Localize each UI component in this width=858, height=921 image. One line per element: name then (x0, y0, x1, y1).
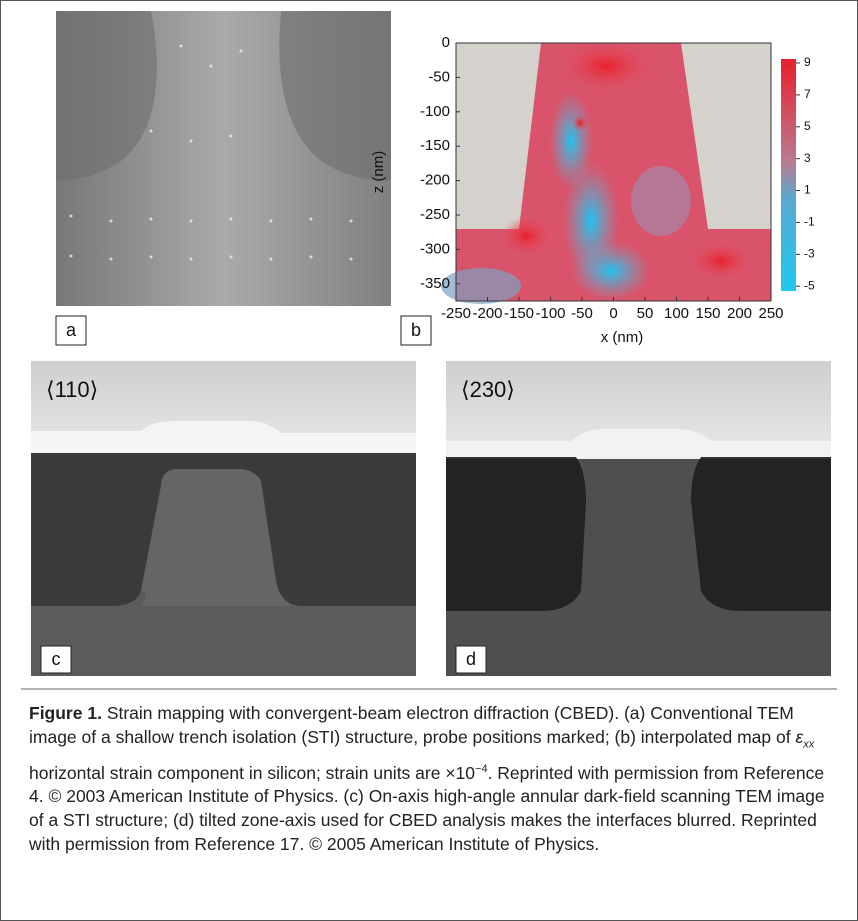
panel-d: ⟨230⟩ d (446, 361, 831, 676)
colorbar-tick-label: -5 (804, 278, 815, 292)
x-tick-label: 0 (609, 305, 617, 322)
superscript: −4 (475, 763, 488, 775)
y-tick-label: -300 (420, 240, 450, 257)
panel-label: b (411, 320, 421, 340)
x-tick-label: -150 (504, 305, 534, 322)
zone-axis-label: ⟨110⟩ (46, 377, 98, 402)
x-tick-label: 250 (758, 305, 783, 322)
colorbar-tick-label: 5 (804, 119, 811, 133)
y-tick-label: -350 (420, 275, 450, 292)
caption-text: horizontal strain component in silicon; … (29, 762, 475, 782)
y-tick-label: -50 (428, 68, 450, 85)
caption: Figure 1. Strain mapping with convergent… (29, 701, 829, 856)
x-tick-label: 100 (664, 305, 689, 322)
x-tick-label: 150 (695, 305, 720, 322)
zone-axis-label: ⟨230⟩ (461, 377, 515, 402)
y-tick-label: -100 (420, 103, 450, 120)
colorbar-tick-label: 3 (804, 151, 811, 165)
x-tick-label: -50 (571, 305, 593, 322)
x-tick-label: -250 (441, 305, 471, 322)
colorbar-tick-label: 7 (804, 87, 811, 101)
colorbar-tick-label: -3 (804, 246, 815, 260)
x-tick-label: 50 (637, 305, 654, 322)
panel-label: a (66, 320, 77, 340)
panel-label: c (52, 649, 61, 669)
y-tick-label: -200 (420, 172, 450, 189)
x-axis-label: x (nm) (601, 329, 644, 346)
y-tick-label: 0 (442, 34, 450, 51)
caption-label: Figure 1. (29, 703, 102, 723)
x-tick-label: -100 (535, 305, 565, 322)
y-axis-label: z (nm) (370, 151, 387, 194)
panel-c: ⟨110⟩ c (31, 361, 416, 676)
colorbar-tick-label: 1 (804, 183, 811, 197)
x-tick-label: -200 (472, 305, 502, 322)
colorbar-tick-label: 9 (804, 55, 811, 69)
subscript: xx (803, 739, 814, 751)
caption-text: Strain mapping with convergent-beam elec… (29, 703, 795, 747)
y-tick-label: -150 (420, 137, 450, 154)
colorbar-tick-label: -1 (804, 215, 815, 229)
y-tick-label: -250 (420, 206, 450, 223)
x-tick-label: 200 (727, 305, 752, 322)
panel-a: a (56, 11, 391, 345)
panel-label: d (466, 649, 476, 669)
figure: a x (nm) z (nm) b -250-200-150-100-50050… (0, 0, 858, 921)
